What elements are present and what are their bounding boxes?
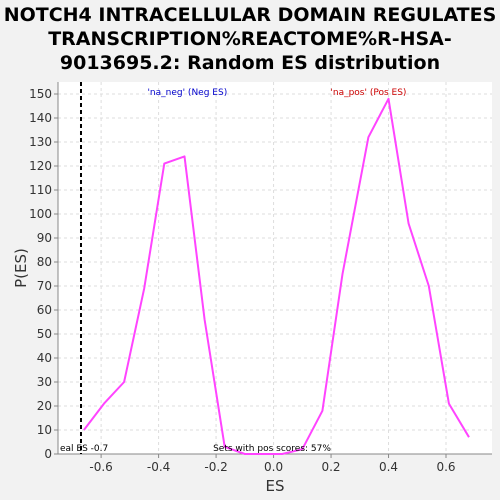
- y-tick-label: 40: [37, 351, 52, 365]
- y-tick-label: 70: [37, 279, 52, 293]
- y-tick-label: 140: [29, 111, 52, 125]
- chart-title-line: TRANSCRIPTION%REACTOME%R-HSA-: [48, 28, 452, 50]
- axes: 0 10 20 30 40 50 60 70 80 90 100 110 120 130 140 150 -0.…: [12, 82, 492, 495]
- y-tick-label: 120: [29, 159, 52, 173]
- y-tick-label: 150: [29, 87, 52, 101]
- pos-es-label: 'na_pos' (Pos ES): [330, 88, 406, 98]
- y-tick-label: 90: [37, 231, 52, 245]
- y-tick-label: 50: [37, 327, 52, 341]
- real-es-label: eal ES -0.7: [60, 444, 108, 454]
- y-tick-label: 30: [37, 375, 52, 389]
- labels: 'na_neg' (Neg ES) 'na_pos' (Pos ES) eal ES…: [60, 88, 406, 454]
- x-tick-label: -0.6: [89, 460, 112, 474]
- y-tick-label: 100: [29, 207, 52, 221]
- series-line: [83, 97, 470, 455]
- neg-es-label: 'na_neg' (Neg ES): [147, 88, 227, 98]
- y-tick-label: 60: [37, 303, 52, 317]
- y-tick-label: 20: [37, 399, 52, 413]
- x-tick-label: 0.6: [436, 460, 455, 474]
- chart-title: NOTCH4 INTRACELLULAR DOMAIN REGULATESTRA…: [4, 4, 497, 74]
- grid-lines: [58, 82, 492, 455]
- y-tick-label: 80: [37, 255, 52, 269]
- chart-title-line: NOTCH4 INTRACELLULAR DOMAIN REGULATES: [4, 4, 497, 26]
- x-tick-label: -0.2: [204, 460, 227, 474]
- x-axis-label: ES: [266, 477, 285, 495]
- x-tick-label: 0.4: [379, 460, 398, 474]
- y-axis-label: P(ES): [12, 248, 30, 288]
- y-tick-label: 130: [29, 135, 52, 149]
- plot-area: [58, 82, 492, 454]
- x-tick-label: 0.2: [321, 460, 340, 474]
- y-tick-label: 10: [37, 423, 52, 437]
- pos-scores-label: Sets with pos scores: 57%: [213, 444, 331, 454]
- x-tick-label: 0.0: [264, 460, 283, 474]
- marks: [79, 82, 470, 455]
- y-tick-label: 110: [29, 183, 52, 197]
- x-tick-label: -0.4: [147, 460, 170, 474]
- chart-title-line: 9013695.2: Random ES distribution: [60, 52, 440, 74]
- y-tick-label: 0: [44, 447, 52, 461]
